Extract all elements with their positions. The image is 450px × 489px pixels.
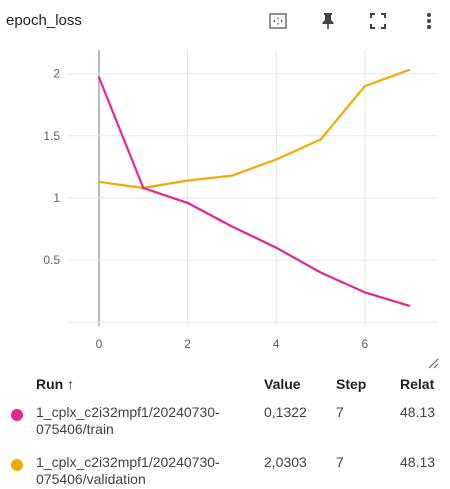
run-name-line: 075406/validation	[36, 471, 220, 488]
run-value: 0,1322	[264, 404, 307, 421]
fullscreen-icon[interactable]	[365, 8, 391, 34]
y-tick-label: 2	[53, 67, 60, 81]
run-name: 1_cplx_c2i32mpf1/20240730- 075406/valida…	[36, 454, 220, 488]
x-tick-label: 2	[184, 337, 191, 351]
x-tick-label: 6	[362, 337, 369, 351]
table-row: 1_cplx_c2i32mpf1/20240730- 075406/train …	[0, 403, 450, 445]
run-value: 2,0303	[264, 454, 307, 471]
series-line	[99, 77, 409, 305]
chart-area[interactable]: 0.5 1 1.5 2 0 2 4 6	[0, 44, 450, 374]
run-column-header[interactable]: Run ↑	[36, 376, 74, 392]
series-color-swatch	[11, 459, 23, 471]
runs-table: Run ↑ Value Step Relat 1_cplx_c2i32mpf1/…	[0, 372, 450, 489]
step-column-header[interactable]: Step	[336, 376, 366, 392]
resize-handle-icon[interactable]	[426, 356, 440, 370]
run-relative: 48.13	[400, 454, 435, 471]
run-name: 1_cplx_c2i32mpf1/20240730- 075406/train	[36, 404, 220, 438]
relative-column-header[interactable]: Relat	[400, 376, 434, 392]
run-name-line: 1_cplx_c2i32mpf1/20240730-	[36, 454, 220, 471]
pin-icon[interactable]	[315, 8, 341, 34]
x-tick-label: 4	[273, 337, 280, 351]
run-name-line: 075406/train	[36, 421, 220, 438]
run-step: 7	[336, 404, 344, 421]
run-name-line: 1_cplx_c2i32mpf1/20240730-	[36, 404, 220, 421]
value-column-header[interactable]: Value	[264, 376, 301, 392]
fit-to-data-icon[interactable]	[265, 8, 291, 34]
series-line	[99, 70, 409, 188]
run-step: 7	[336, 454, 344, 471]
y-tick-label: 0.5	[43, 253, 60, 267]
y-tick-label: 1	[53, 191, 60, 205]
card-header: epoch_loss	[0, 0, 450, 44]
series-color-swatch	[11, 409, 23, 421]
more-vert-icon[interactable]	[416, 8, 442, 34]
run-relative: 48.13	[400, 404, 435, 421]
table-row: 1_cplx_c2i32mpf1/20240730- 075406/valida…	[0, 453, 450, 489]
x-tick-label: 0	[96, 337, 103, 351]
line-chart[interactable]: 0.5 1 1.5 2 0 2 4 6	[0, 44, 450, 374]
chart-title: epoch_loss	[6, 12, 82, 29]
y-tick-label: 1.5	[43, 129, 60, 143]
